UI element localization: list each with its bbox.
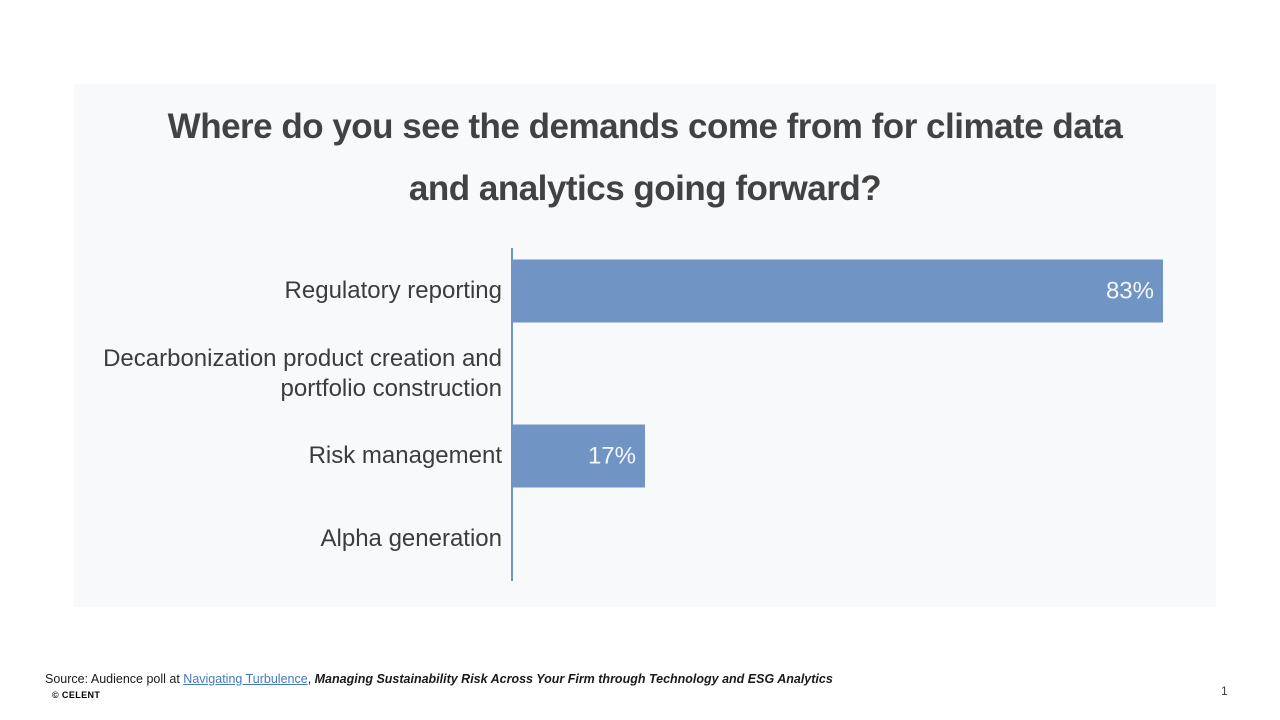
category-label: Regulatory reporting <box>284 277 502 305</box>
bar: 83% <box>512 259 1163 323</box>
category-label: Risk management <box>308 442 502 470</box>
chart-row: Decarbonization product creation and por… <box>74 333 1216 416</box>
chart-axis-line <box>511 248 513 581</box>
copyright-notice: © CELENT <box>52 690 101 700</box>
chart-title-line1: Where do you see the demands come from f… <box>167 107 1123 146</box>
bar-value-label: 83% <box>1105 277 1154 305</box>
source-prefix: Source: Audience poll at <box>45 672 184 686</box>
category-label: Alpha generation <box>320 524 502 552</box>
source-work-title: Managing Sustainability Risk Across Your… <box>314 672 833 686</box>
chart-row: Risk management 17% <box>74 415 1216 498</box>
chart: Regulatory reporting 83% Decarbonization p… <box>74 250 1216 580</box>
chart-title-line2: and analytics going forward? <box>408 169 882 208</box>
bar: 17% <box>512 424 645 488</box>
chart-title: Where do you see the demands come from f… <box>74 96 1216 220</box>
source-separator: , <box>307 672 315 686</box>
source-line: Source: Audience poll at Navigating Turb… <box>45 672 833 687</box>
bar-value-label: 17% <box>587 442 636 470</box>
chart-row: Alpha generation <box>74 498 1216 581</box>
slide-card: Where do you see the demands come from f… <box>74 84 1216 607</box>
chart-row: Regulatory reporting 83% <box>74 250 1216 333</box>
source-link[interactable]: Navigating Turbulence <box>183 672 308 686</box>
category-label: Decarbonization product creation and por… <box>103 344 502 402</box>
page-number: 1 <box>1221 684 1228 698</box>
